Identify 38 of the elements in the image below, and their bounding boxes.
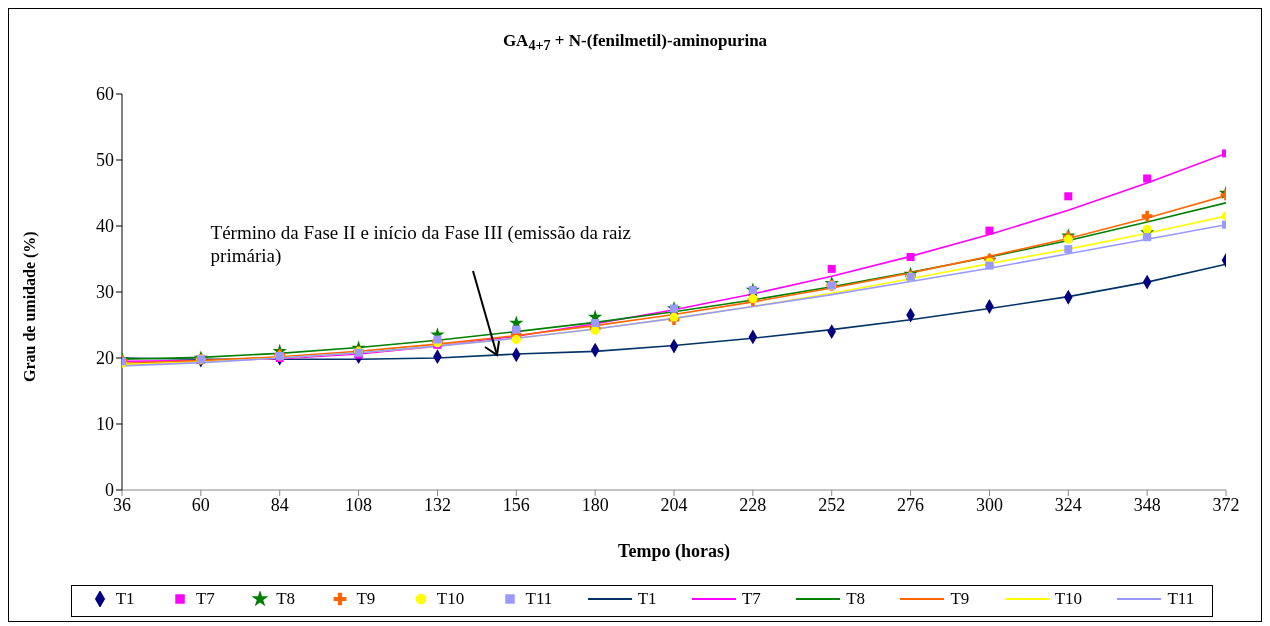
x-tick-label: 132 [423, 494, 451, 515]
y-tick-label: 50 [96, 150, 114, 171]
x-tick-label: 372 [1212, 494, 1240, 515]
legend-label: T10 [436, 588, 465, 610]
legend-label: T11 [525, 588, 553, 610]
annotation: Término da Fase II e início da Fase III (emissão da raiz primária) [210, 221, 633, 268]
x-tick-label: 36 [113, 494, 131, 515]
x-tick-label: 156 [502, 494, 530, 515]
y-tick-label: 20 [96, 348, 114, 369]
x-tick-label: 60 [191, 494, 210, 515]
legend-label: T10 [1054, 588, 1083, 610]
y-tick-label: 0 [105, 480, 114, 501]
y-axis-title: Grau de umidade (%) [20, 231, 39, 382]
legend-label: T8 [276, 588, 296, 610]
x-tick-label: 348 [1133, 494, 1161, 515]
legend-label: T11 [1167, 588, 1195, 610]
legend-label: T1 [115, 588, 135, 610]
x-tick-label: 300 [975, 494, 1003, 515]
legend-label: T9 [356, 588, 376, 610]
x-tick-label: 108 [345, 494, 373, 515]
legend-label: T9 [950, 588, 970, 610]
legend-label: T8 [846, 588, 866, 610]
x-tick-label: 84 [270, 494, 289, 515]
legend-label: T7 [741, 588, 761, 610]
x-tick-label: 228 [739, 494, 767, 515]
y-tick-label: 30 [96, 282, 114, 303]
chart-title: GA$_{4+7}$ + N-(fenilmetil)-aminopurina [501, 31, 769, 55]
y-tick-label: 10 [96, 414, 114, 435]
legend-label: T7 [195, 588, 215, 610]
x-tick-label: 276 [897, 494, 925, 515]
x-tick-label: 204 [660, 494, 688, 515]
x-tick-label: 180 [581, 494, 609, 515]
x-tick-label: 324 [1054, 494, 1082, 515]
y-tick-label: 60 [96, 84, 114, 105]
legend-label: T1 [637, 588, 657, 610]
x-axis-title: Tempo (horas) [618, 541, 730, 562]
y-tick-label: 40 [96, 216, 114, 237]
x-tick-label: 252 [818, 494, 846, 515]
